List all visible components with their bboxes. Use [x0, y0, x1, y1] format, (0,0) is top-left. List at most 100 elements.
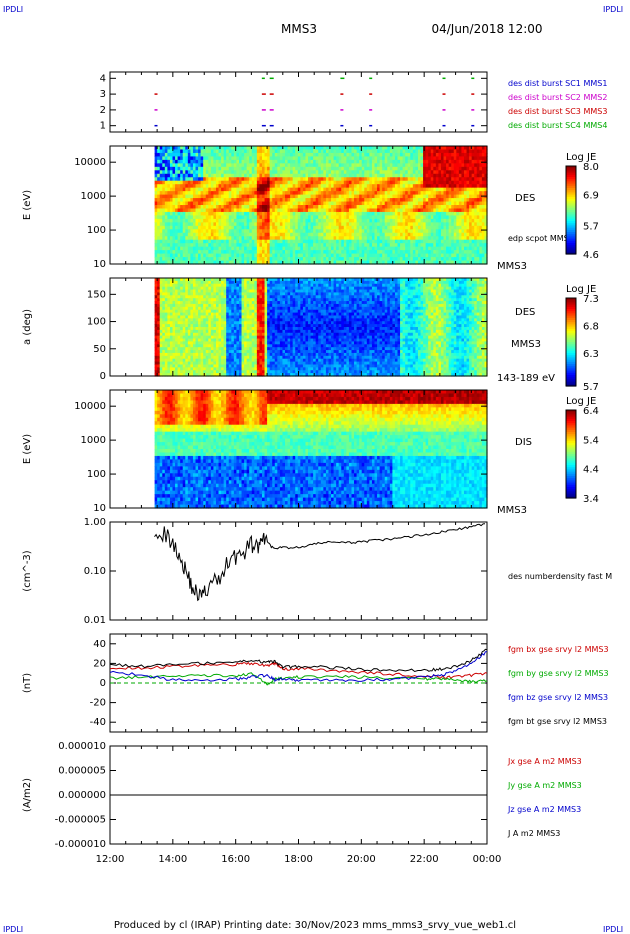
spectrogram-cell	[198, 211, 202, 217]
spectrogram-cell	[382, 215, 386, 220]
spectrogram-cell	[356, 222, 360, 227]
spectrogram-cell	[195, 246, 199, 251]
spectrogram-cell	[264, 236, 268, 241]
spectrogram-cell	[410, 260, 414, 265]
spectrogram-cell	[323, 225, 327, 230]
spectrogram-cell	[361, 225, 365, 230]
spectrogram-cell	[279, 232, 284, 237]
spectrogram-cell	[182, 211, 186, 217]
spectrogram-cell	[336, 229, 340, 234]
spectrogram-cell	[346, 201, 350, 206]
spectrogram-cell	[297, 225, 301, 230]
spectrogram-cell	[394, 208, 399, 213]
spectrogram-cell	[331, 201, 335, 206]
spectrogram-cell	[182, 257, 186, 262]
spectrogram-cell	[254, 163, 258, 168]
spectrogram-cell	[415, 156, 419, 161]
spectrogram-cell	[412, 215, 417, 220]
spectrogram-cell	[354, 156, 358, 161]
spectrogram-cell	[169, 250, 174, 255]
spectrogram-cell	[223, 166, 227, 171]
spectrogram-cell	[364, 211, 368, 217]
spectrogram-cell	[371, 152, 376, 158]
spectrogram-cell	[387, 163, 391, 168]
spectrogram-cell	[185, 201, 189, 206]
spectrogram-cell	[279, 208, 284, 213]
spectrogram-cell	[397, 225, 401, 230]
spectrogram-cell	[369, 232, 373, 237]
spectrogram-cell	[341, 187, 345, 192]
spectrogram-cell	[336, 243, 340, 248]
spectrogram-cell	[264, 246, 268, 251]
spectrogram-cell	[167, 243, 171, 248]
spectrogram-cell	[407, 215, 411, 220]
spectrogram-cell	[221, 246, 225, 251]
spectrogram-cell	[300, 250, 304, 255]
spectrogram-cell	[213, 250, 217, 255]
spectrogram-cell	[269, 184, 273, 189]
spectrogram-cell	[249, 146, 253, 151]
spectrogram-cell	[295, 163, 299, 168]
spectrogram-cell	[238, 208, 243, 213]
spectrogram-cell	[164, 205, 168, 210]
spectrogram-cell	[269, 180, 273, 185]
spectrogram-cell	[221, 260, 225, 265]
spectrogram-cell	[256, 208, 261, 213]
spectrogram-cell	[313, 243, 317, 248]
spectrogram-cell	[297, 260, 301, 265]
spectrogram-cell	[233, 253, 238, 258]
spectrogram-cell	[410, 257, 414, 262]
spectrogram-cell	[412, 149, 417, 154]
spectrogram-cell	[310, 246, 314, 251]
spectrogram-cell	[238, 222, 243, 227]
spectrogram-cell	[154, 159, 158, 164]
spectrogram-cell	[236, 222, 240, 227]
spectrogram-cell	[205, 211, 209, 217]
spectrogram-cell	[351, 166, 355, 171]
spectrogram-cell	[182, 198, 186, 203]
spectrogram-cell	[154, 260, 158, 265]
spectrogram-cell	[192, 250, 197, 255]
spectrogram-cell	[379, 250, 383, 255]
spectrogram-cell	[361, 187, 365, 192]
spectrogram-cell	[226, 232, 230, 237]
spectrogram-cell	[162, 198, 166, 203]
spectrogram-cell	[371, 198, 376, 203]
spectrogram-cell	[308, 166, 312, 171]
spectrogram-cell	[244, 211, 248, 217]
spectrogram-cell	[172, 177, 176, 182]
spectrogram-cell	[259, 243, 263, 248]
spectrogram-cell	[164, 194, 168, 199]
spectrogram-cell	[246, 201, 250, 206]
spectrogram-cell	[410, 236, 414, 241]
spectrogram-cell	[262, 218, 266, 223]
spectrogram-cell	[190, 215, 194, 220]
spectrogram-cell	[210, 146, 215, 151]
spectrogram-cell	[297, 250, 301, 255]
spectrogram-cell	[400, 170, 404, 175]
spectrogram-cell	[223, 260, 227, 265]
spectrogram-cell	[169, 173, 174, 178]
spectrogram-cell	[371, 260, 376, 265]
spectrogram-cell	[264, 184, 268, 189]
spectrogram-cell	[164, 163, 168, 168]
spectrogram-cell	[359, 253, 363, 258]
spectrogram-cell	[354, 180, 358, 185]
spectrogram-cell	[272, 232, 276, 237]
spectrogram-cell	[389, 201, 393, 206]
spectrogram-cell	[377, 191, 381, 196]
spectrogram-cell	[162, 218, 166, 223]
spectrogram-cell	[205, 225, 209, 230]
spectrogram-cell	[364, 194, 368, 199]
spectrogram-cell	[407, 177, 411, 182]
spectrogram-cell	[254, 177, 258, 182]
spectrogram-cell	[267, 229, 271, 234]
spectrogram-cell	[244, 191, 248, 196]
spectrogram-cell	[167, 229, 171, 234]
spectrogram-cell	[308, 149, 312, 154]
spectrogram-cell	[223, 236, 227, 241]
spectrogram-cell	[364, 205, 368, 210]
spectrogram-cell	[231, 191, 235, 196]
spectrogram-cell	[203, 208, 207, 213]
spectrogram-cell	[262, 184, 266, 189]
